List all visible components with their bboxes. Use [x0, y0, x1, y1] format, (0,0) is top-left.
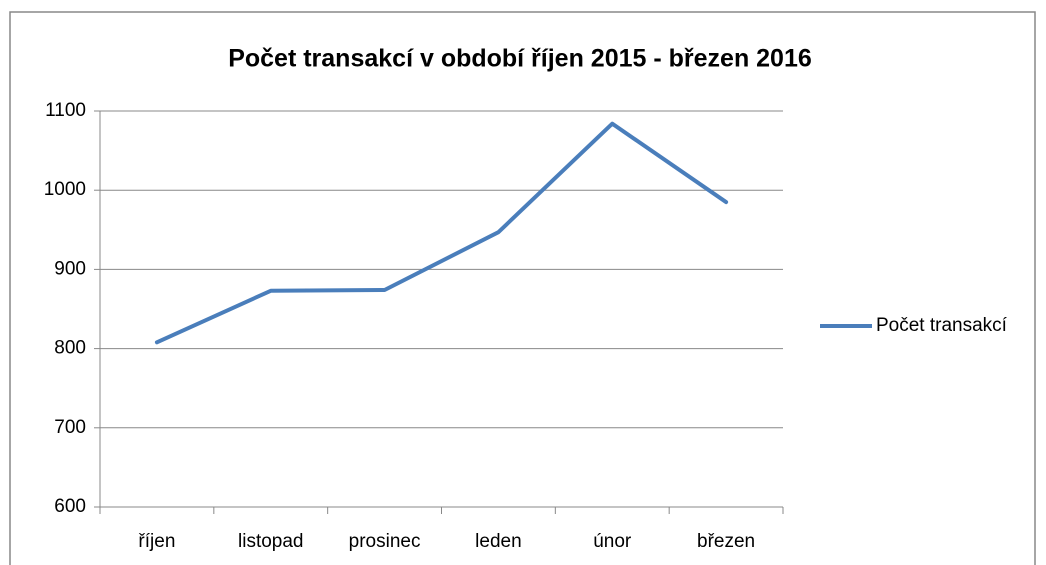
- x-tick-label: únor: [593, 531, 632, 552]
- chart-title: Počet transakcí v období říjen 2015 - bř…: [228, 45, 812, 73]
- x-tick-label: březen: [697, 531, 755, 552]
- y-tick-label: 900: [54, 258, 86, 279]
- line-series: [154, 121, 729, 345]
- x-tick-label: prosinec: [349, 531, 421, 552]
- legend-label: Počet transakcí: [876, 315, 1008, 336]
- x-tick-label: listopad: [238, 531, 304, 552]
- y-tick-label: 1000: [44, 179, 86, 200]
- x-tick-label: říjen: [138, 531, 175, 552]
- y-tick-label: 700: [54, 417, 86, 438]
- y-tick-label: 1100: [45, 100, 86, 121]
- y-tick-label: 600: [54, 496, 86, 517]
- y-tick-label: 800: [54, 338, 86, 359]
- chart-border: [9, 11, 1036, 565]
- x-tick-label: leden: [475, 531, 522, 552]
